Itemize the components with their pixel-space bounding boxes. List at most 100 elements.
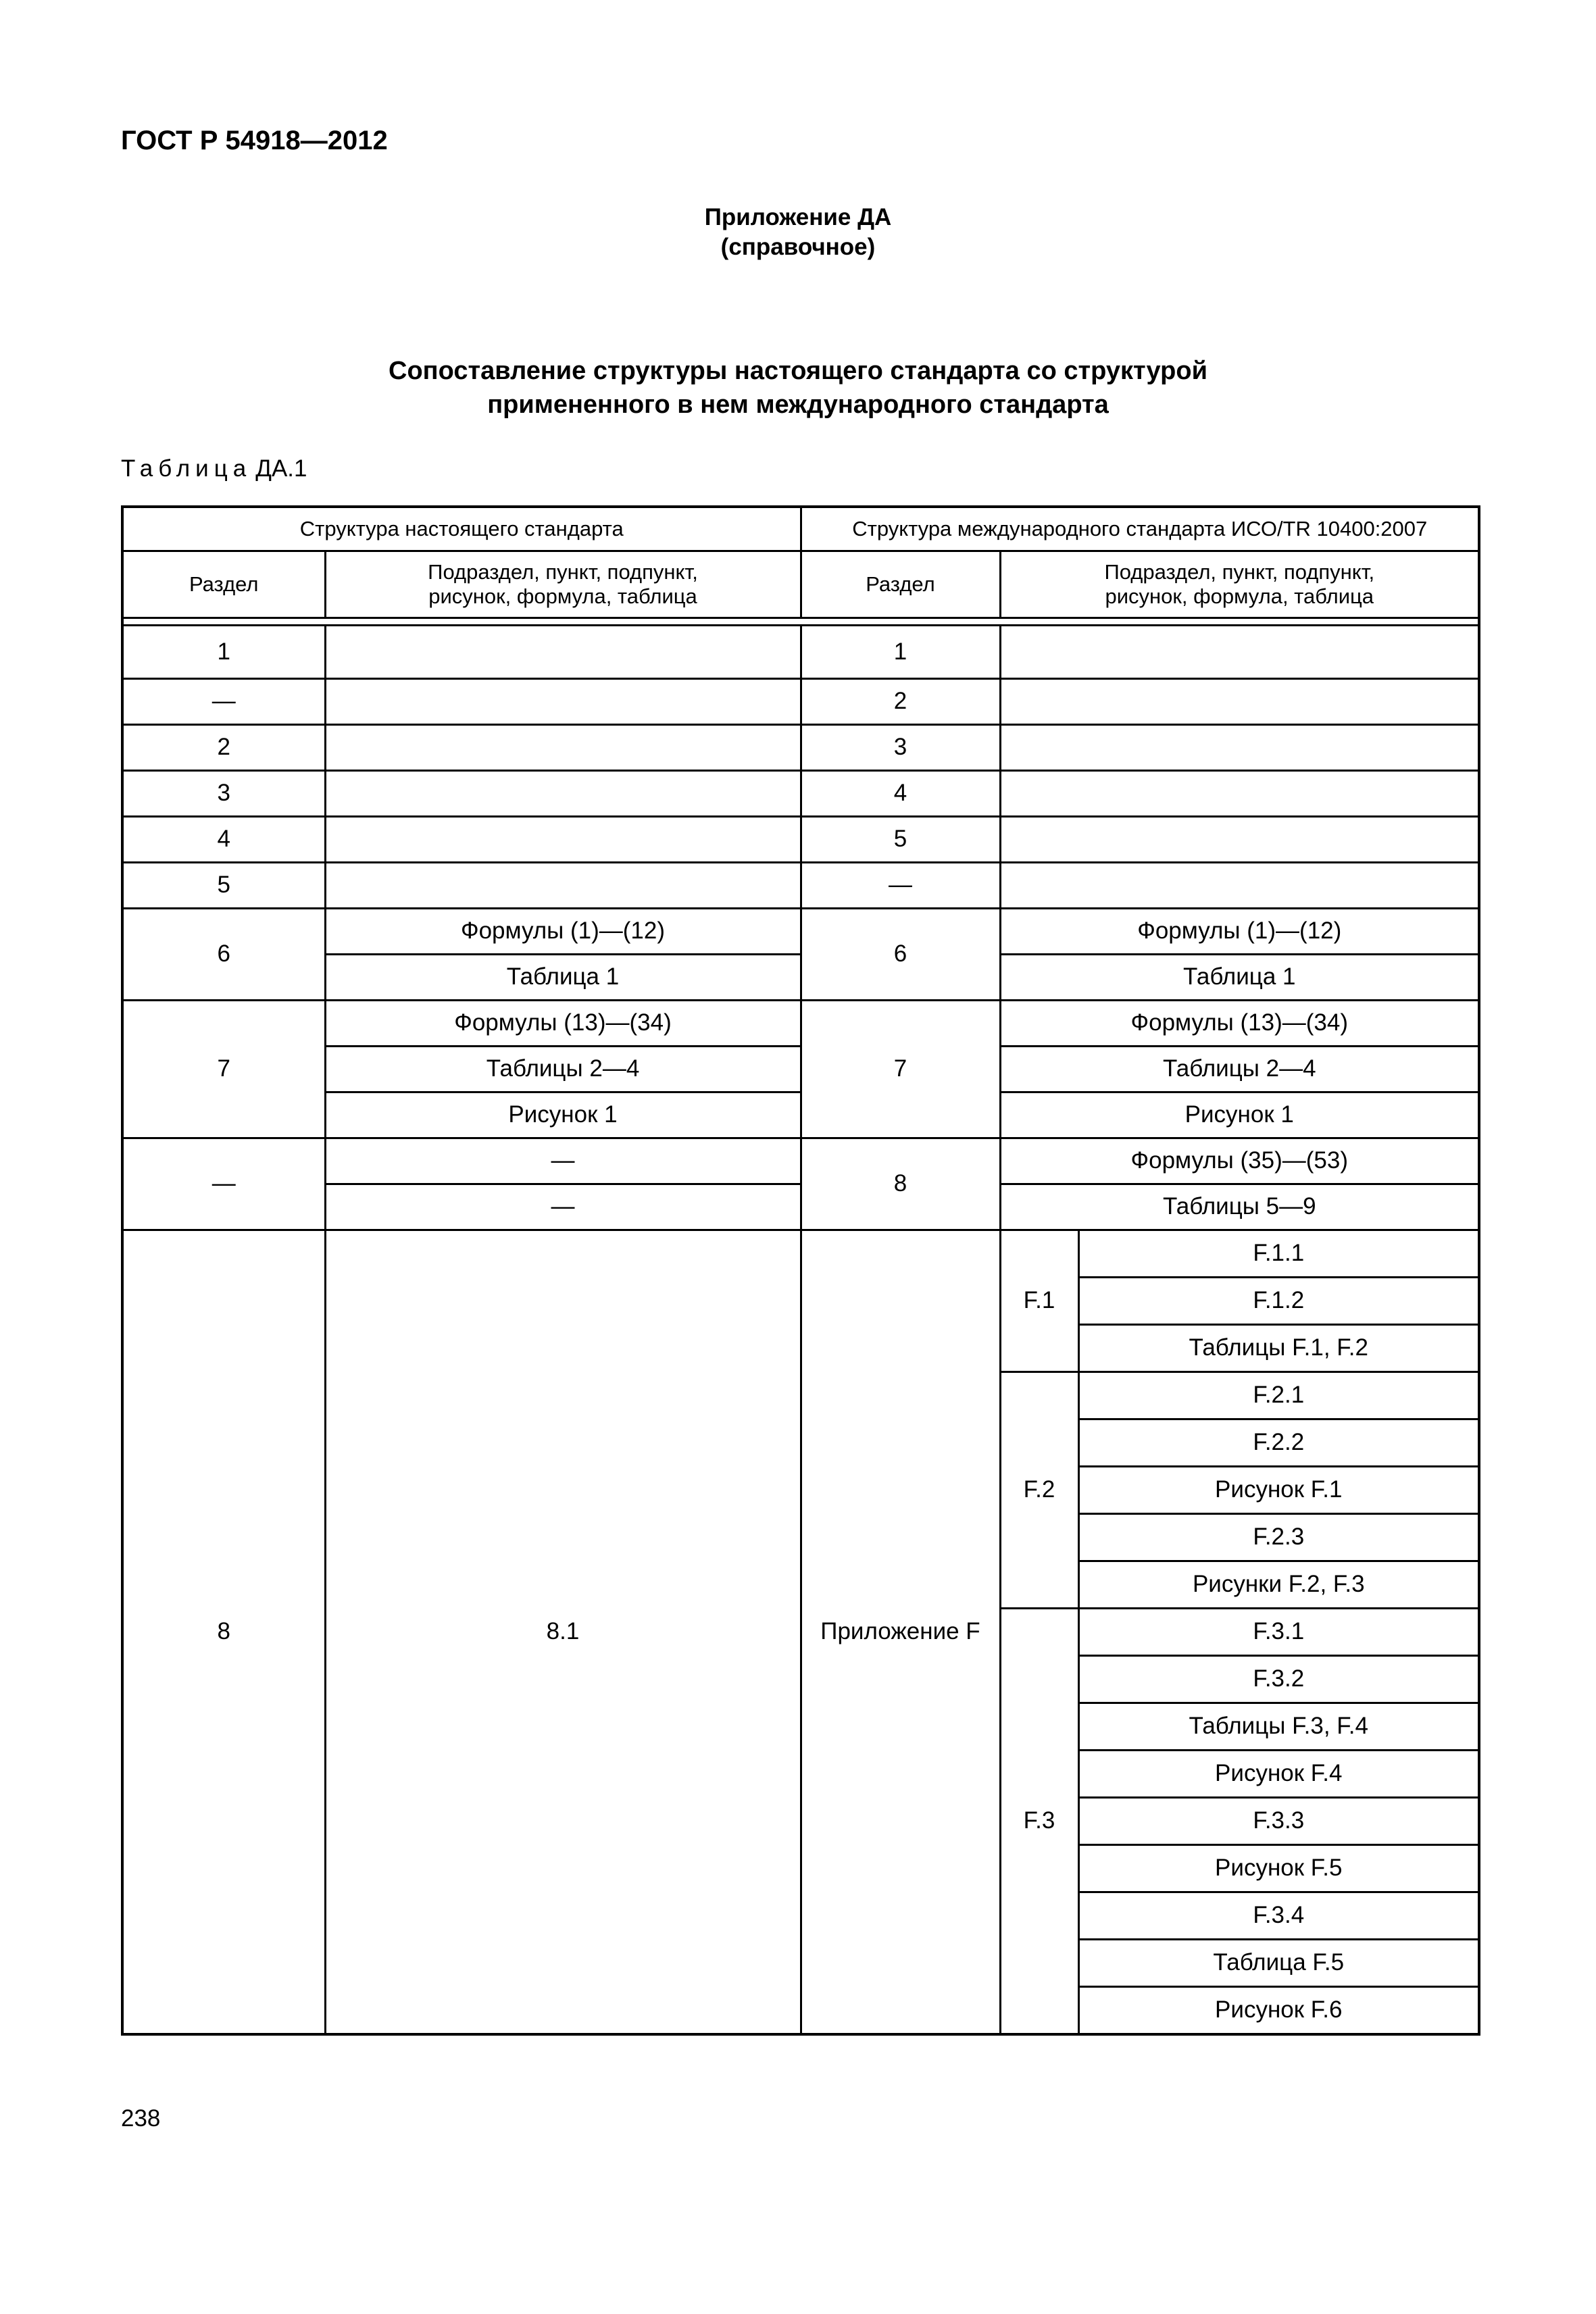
- table-row: 8 8.1 Приложение F F.1 F.1.1: [121, 1229, 1480, 2036]
- table-row: —2: [121, 678, 1480, 726]
- right-subsection-cell: [999, 815, 1480, 863]
- table-label-word: Таблица: [121, 455, 252, 482]
- appendix-item-cell: F.1.2: [1077, 1276, 1480, 1326]
- table-row: F.3.2: [122, 1655, 1480, 1704]
- appendix-item-cell: Рисунки F.2, F.3: [1077, 1560, 1480, 1609]
- right-subsection-cell: Формулы (13)—(34): [999, 999, 1480, 1047]
- right-section-cell: 4: [799, 770, 1001, 818]
- left-subsection-cell: Таблицы 2—4: [324, 1045, 802, 1093]
- left-section-cell: 3: [121, 770, 326, 818]
- right-subsection-cell: Формулы (35)—(53): [999, 1137, 1480, 1185]
- right-subsection-cell: Формулы (1)—(12): [999, 907, 1480, 955]
- left-subsection-cell: Рисунок 1: [324, 1091, 802, 1139]
- appendix-item-cell: F.3.1: [1077, 1607, 1480, 1657]
- document-code: ГОСТ Р 54918—2012: [121, 126, 388, 155]
- appendix-item-cell: F.2.1: [1077, 1371, 1480, 1420]
- table-label: Таблица ДА.1: [121, 455, 307, 482]
- right-section-cell: 5: [799, 815, 1001, 863]
- table-row: Раздел Подраздел, пункт, подпункт, рисунок…: [121, 550, 1480, 619]
- table-row: Рисунки F.2, F.3: [122, 1560, 1480, 1609]
- appendix-item-cell: Рисунок F.1: [1077, 1465, 1480, 1515]
- left-subsection-cell: —: [324, 1137, 802, 1185]
- right-section-cell: 1: [799, 624, 1001, 680]
- table-row: Таблица 1 Таблица 1: [122, 953, 1480, 1001]
- right-subsection-cell: [999, 678, 1480, 726]
- header-line: рисунок, формула, таблица: [1105, 584, 1374, 608]
- appendix-item-cell: F.3.3: [1077, 1796, 1480, 1846]
- table-row: Таблица F.5: [122, 1938, 1480, 1988]
- left-section-cell: —: [121, 678, 326, 726]
- left-section-cell: —: [121, 1137, 326, 1231]
- table-row: F.3 F.3.1: [122, 1607, 1480, 2036]
- appendix-subsection-cell: F.2: [999, 1371, 1080, 1609]
- table-row: — Таблицы 5—9: [122, 1183, 1480, 1231]
- right-subsection-cell: Таблица 1: [999, 953, 1480, 1001]
- appendix-item-cell: Рисунок F.6: [1077, 1986, 1480, 2036]
- left-subsection-cell: Формулы (13)—(34): [324, 999, 802, 1047]
- appendix-item-cell: Рисунок F.4: [1077, 1749, 1480, 1799]
- right-section-cell: 3: [799, 724, 1001, 772]
- table-row: Структура настоящего стандарта Структура …: [121, 505, 1480, 552]
- table-row: — —8 Формулы (35)—(53): [121, 1137, 1480, 1231]
- appendix-item-cell: F.2.2: [1077, 1418, 1480, 1467]
- table-row: F.3.3: [122, 1796, 1480, 1846]
- column-header-section: Раздел: [799, 550, 1001, 619]
- appendix-item-cell: F.1.1: [1077, 1229, 1480, 1278]
- left-section-cell: 5: [121, 861, 326, 909]
- appendix-item-cell: Рисунок F.5: [1077, 1844, 1480, 1893]
- right-section-cell: Приложение F: [799, 1229, 1001, 2034]
- table-row: F.2 F.2.1: [122, 1371, 1480, 1609]
- left-section-cell: 1: [121, 624, 326, 680]
- table-row: 6 Формулы (1)—(12) 6 Формулы (1)—(12): [121, 907, 1480, 1001]
- page-number: 238: [121, 2105, 161, 2132]
- table-row: Рисунок 1 Рисунок 1: [122, 1091, 1480, 1139]
- column-header-subsection: Подраздел, пункт, подпункт, рисунок, форм…: [999, 550, 1480, 619]
- left-subsection-cell: [324, 770, 802, 818]
- appendix-item-cell: F.3.2: [1077, 1655, 1480, 1704]
- left-section-cell: 8: [121, 1229, 326, 2036]
- right-subsection-cell: [999, 724, 1480, 772]
- table-row: [121, 617, 1480, 626]
- right-section-cell: 6: [799, 907, 1001, 1001]
- right-subsection-cell: Таблицы 5—9: [999, 1183, 1480, 1231]
- right-subsection-cell: [999, 624, 1480, 680]
- section-title-line-2: примененного в нем международного станда…: [487, 391, 1109, 419]
- left-subsection-cell: Формулы (1)—(12): [324, 907, 802, 955]
- appendix-item-cell: F.3.4: [1077, 1891, 1480, 1940]
- right-section-cell: 2: [799, 678, 1001, 726]
- right-subsection-cell: Рисунок 1: [999, 1091, 1480, 1139]
- appendix-item-cell: Таблицы F.3, F.4: [1077, 1702, 1480, 1751]
- left-subsection-cell: [324, 815, 802, 863]
- left-section-cell: 4: [121, 815, 326, 863]
- table-row: 7 Формулы (13)—(34) 7 Формулы (13)—(34): [121, 999, 1480, 1139]
- header-right-group: Структура международного стандарта ИСО/T…: [799, 505, 1480, 552]
- left-subsection-cell: —: [324, 1183, 802, 1231]
- table-row: Таблицы 2—4 Таблицы 2—4: [122, 1045, 1480, 1093]
- double-rule: [121, 617, 1480, 626]
- appendix-item-cell: F.2.3: [1077, 1513, 1480, 1562]
- appendix-item-cell: Таблица F.5: [1077, 1938, 1480, 1988]
- left-subsection-cell: [324, 861, 802, 909]
- column-header-section: Раздел: [121, 550, 326, 619]
- left-section-cell: 7: [121, 999, 326, 1139]
- table-row: F.2.2: [122, 1418, 1480, 1467]
- section-title-line-1: Сопоставление структуры настоящего станд…: [389, 357, 1207, 385]
- table-row: Таблицы F.3, F.4: [122, 1702, 1480, 1751]
- left-subsection-cell: [324, 678, 802, 726]
- table-row: Рисунок F.1: [122, 1465, 1480, 1515]
- header-line: Подраздел, пункт, подпункт,: [428, 560, 698, 584]
- table-row: Рисунок F.5: [122, 1844, 1480, 1893]
- appendix-title: Приложение ДА: [704, 204, 892, 230]
- header-line: Подраздел, пункт, подпункт,: [1104, 560, 1375, 584]
- left-subsection-cell: [324, 624, 802, 680]
- right-subsection-cell: Таблицы 2—4: [999, 1045, 1480, 1093]
- table-row: F.3.4: [122, 1891, 1480, 1940]
- table-label-number: ДА.1: [255, 455, 307, 482]
- table-row: F.2.3: [122, 1513, 1480, 1562]
- header-left-group: Структура настоящего стандарта: [121, 505, 802, 552]
- left-subsection-cell: 8.1: [324, 1229, 802, 2036]
